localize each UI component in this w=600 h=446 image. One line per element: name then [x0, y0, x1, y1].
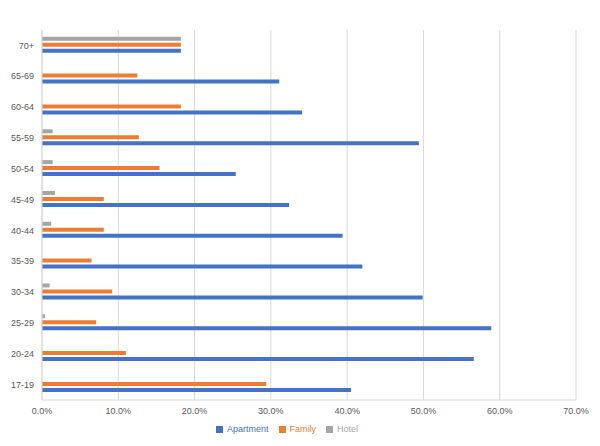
svg-text:65-69: 65-69	[11, 71, 34, 81]
svg-text:17-19: 17-19	[11, 380, 34, 390]
svg-text:30.0%: 30.0%	[258, 406, 284, 416]
svg-text:60-64: 60-64	[11, 102, 34, 112]
svg-text:10.0%: 10.0%	[106, 406, 132, 416]
html-text:Hotel: Hotel	[337, 424, 358, 434]
svg-text:0.0%: 0.0%	[32, 406, 53, 416]
html-text:Apartment: Apartment	[227, 424, 269, 434]
svg-text:40.0%: 40.0%	[334, 406, 360, 416]
svg-text:20-24: 20-24	[11, 349, 34, 359]
svg-text:25-29: 25-29	[11, 318, 34, 328]
svg-text:50.0%: 50.0%	[411, 406, 437, 416]
svg-text:50-54: 50-54	[11, 164, 34, 174]
svg-text:40-44: 40-44	[11, 226, 34, 236]
svg-text:70.0%: 70.0%	[563, 406, 589, 416]
svg-text:60.0%: 60.0%	[487, 406, 513, 416]
html-text:Family: Family	[289, 424, 316, 434]
svg-text:35-39: 35-39	[11, 256, 34, 266]
svg-text:55-59: 55-59	[11, 133, 34, 143]
svg-text:30-34: 30-34	[11, 287, 34, 297]
svg-text:45-49: 45-49	[11, 195, 34, 205]
svg-text:70+: 70+	[19, 41, 34, 51]
svg-text:20.0%: 20.0%	[182, 406, 208, 416]
